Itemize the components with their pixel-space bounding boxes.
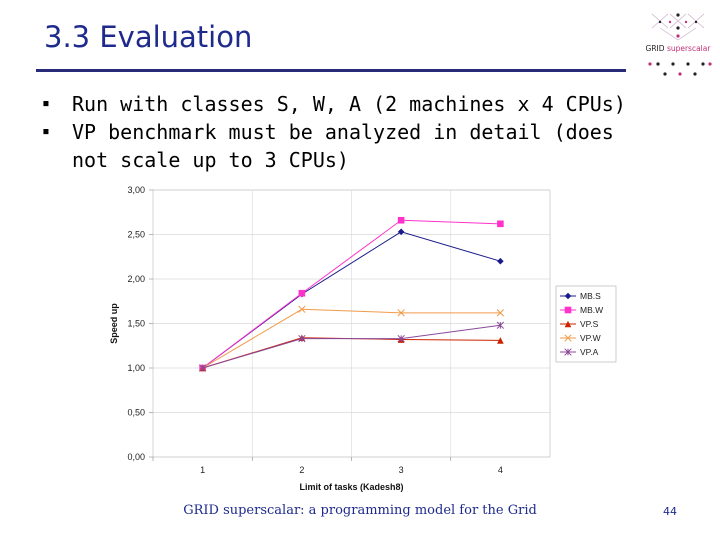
y-tick-label: 1,50 xyxy=(127,319,145,329)
data-point xyxy=(298,289,306,297)
bullet-text: VP benchmark must be analyzed in detail … xyxy=(72,120,614,172)
x-axis-title: Limit of tasks (Kadesh8) xyxy=(299,482,403,492)
speedup-chart: 0,00 0,50 1,00 1,50 2,00 2,50 3,00 1 2 3 4 Limit of… xyxy=(103,176,617,502)
data-point xyxy=(397,216,405,224)
data-point xyxy=(397,309,405,317)
legend-marker xyxy=(564,348,572,356)
legend-label: VP.W xyxy=(580,333,601,343)
bullet-item: ▪ VP benchmark must be analyzed in detail… xyxy=(40,118,660,174)
series-line xyxy=(202,219,501,369)
logo-text: GRID superscalar xyxy=(640,44,716,53)
legend-label: MB.S xyxy=(580,291,601,301)
series-line xyxy=(202,308,501,369)
x-tick-label: 4 xyxy=(498,465,503,475)
data-point xyxy=(497,220,504,228)
bullet-square-icon: ▪ xyxy=(42,124,50,139)
data-point xyxy=(298,305,306,313)
logo-word-superscalar: superscalar xyxy=(666,44,711,53)
legend-label: VP.S xyxy=(580,319,599,329)
series-line xyxy=(202,324,501,369)
y-tick-label: 0,50 xyxy=(127,408,145,418)
data-point xyxy=(497,337,504,344)
data-point xyxy=(496,309,505,317)
bullet-item: ▪ Run with classes S, W, A (2 machines x … xyxy=(40,90,660,118)
bullet-square-icon: ▪ xyxy=(42,96,50,111)
grid-superscalar-logo: GRID superscalar xyxy=(640,6,716,80)
legend-marker xyxy=(564,306,572,314)
x-tick-label: 1 xyxy=(200,465,205,475)
data-point xyxy=(496,321,505,329)
data-point xyxy=(298,334,306,343)
logo-graphic xyxy=(648,13,712,76)
slide-title: 3.3 Evaluation xyxy=(44,20,253,54)
y-axis-title: Speed up xyxy=(109,303,119,344)
footer-text: GRID superscalar: a programming model fo… xyxy=(183,503,537,518)
x-tick-label: 2 xyxy=(299,465,304,475)
title-divider xyxy=(36,69,626,72)
legend-label: VP.A xyxy=(580,347,599,357)
bullet-list: ▪ Run with classes S, W, A (2 machines x … xyxy=(40,90,660,174)
legend-label: MB.W xyxy=(580,305,603,315)
y-tick-label: 2,00 xyxy=(127,274,145,284)
y-tick-label: 1,00 xyxy=(127,363,145,373)
y-tick-label: 2,50 xyxy=(127,230,145,240)
legend-marker xyxy=(564,320,572,328)
y-tick-label: 0,00 xyxy=(127,452,145,462)
x-tick-label: 3 xyxy=(399,465,404,475)
data-point xyxy=(397,334,405,343)
legend-marker xyxy=(564,334,572,342)
bullet-text: Run with classes S, W, A (2 machines x 4… xyxy=(72,92,626,116)
speedup-line-chart: 0,00 0,50 1,00 1,50 2,00 2,50 3,00 1 2 3 4 Limit of… xyxy=(109,185,617,492)
logo-word-grid: GRID xyxy=(645,44,665,53)
y-tick-label: 3,00 xyxy=(127,185,145,195)
page-number: 44 xyxy=(663,505,677,518)
data-point xyxy=(198,364,207,372)
